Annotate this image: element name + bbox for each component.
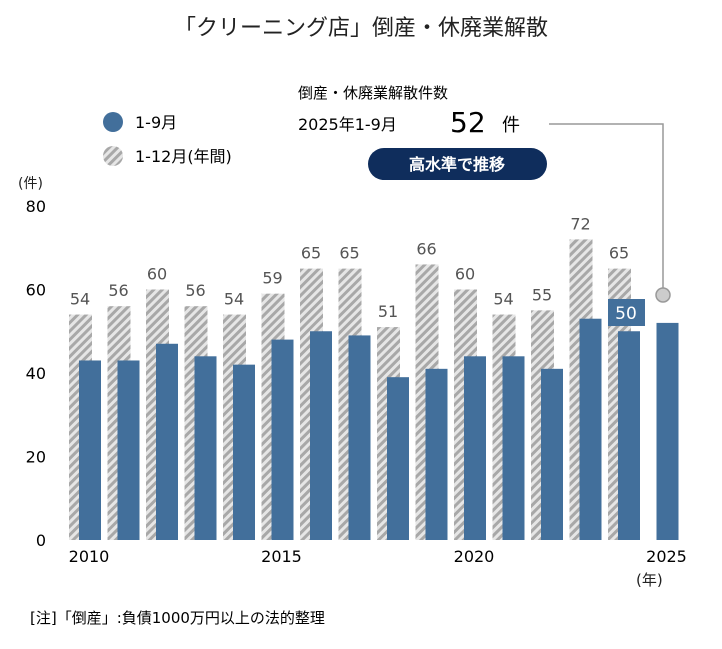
bar-1-9-2021 — [502, 356, 525, 540]
footnote: [注]「倒産」:負債1000万円以上の法的整理 — [30, 609, 325, 627]
legend-swatch-1-9 — [103, 112, 123, 132]
data-label-1-12-2013: 56 — [185, 281, 205, 300]
data-label-1-12-2012: 60 — [147, 265, 167, 284]
highlight-label-box — [608, 299, 645, 326]
data-label-1-12-2024: 65 — [609, 244, 629, 263]
legend-label-1-12: 1-12月(年間) — [135, 147, 232, 166]
annotation-period: 2025年1-9月 — [298, 115, 397, 134]
bar-1-9-2019 — [425, 368, 448, 540]
data-label-1-12-2016: 65 — [301, 244, 321, 263]
legend-swatch-1-12 — [103, 146, 123, 166]
bar-1-9-2013 — [194, 356, 217, 540]
data-label-1-12-2015: 59 — [262, 269, 282, 288]
annotation-heading: 倒産・休廃業解散件数 — [298, 84, 448, 102]
bar-1-9-2011 — [117, 360, 140, 540]
data-label-1-12-2014: 54 — [224, 290, 244, 309]
x-tick-label: 2025 — [646, 547, 687, 566]
data-label-1-12-2011: 56 — [108, 281, 128, 300]
bar-1-9-2023 — [579, 318, 602, 540]
annotation-unit: 件 — [502, 115, 520, 136]
highlight-label-2024: 50 — [615, 304, 637, 324]
bar-1-9-2018 — [387, 377, 409, 540]
y-tick-label: 40 — [26, 364, 46, 383]
bar-1-9-2017 — [348, 335, 371, 540]
annotation-leader-line — [549, 123, 664, 288]
chart-title: 「クリーニング店」倒産・休廃業解散 — [174, 16, 548, 41]
y-axis-label: (件) — [18, 176, 43, 192]
bar-1-9-2010 — [79, 360, 101, 540]
data-label-1-12-2010: 54 — [70, 290, 90, 309]
bar-1-9-2022 — [541, 368, 563, 540]
x-tick-label: 2010 — [69, 547, 110, 566]
annotation-badge — [368, 148, 547, 180]
x-tick-label: 2020 — [454, 547, 495, 566]
legend-label-1-9: 1-9月 — [135, 113, 177, 132]
data-label-1-12-2018: 51 — [378, 302, 398, 321]
annotation-value: 52 — [450, 106, 486, 139]
y-tick-label: 0 — [36, 531, 46, 550]
data-label-1-12-2020: 60 — [455, 265, 475, 284]
bar-1-9-2020 — [464, 356, 486, 540]
bar-1-9-2024 — [618, 331, 640, 540]
bar-1-9-2014 — [233, 364, 255, 540]
bar-1-9-2016 — [310, 331, 332, 540]
data-label-1-12-2021: 54 — [493, 290, 513, 309]
data-label-1-12-2017: 65 — [339, 244, 359, 263]
data-label-1-12-2022: 55 — [532, 285, 552, 304]
x-axis-label: (年) — [636, 571, 663, 589]
data-label-1-12-2019: 66 — [416, 239, 436, 258]
y-tick-label: 60 — [26, 281, 46, 300]
bar-1-9-2015 — [271, 339, 294, 540]
y-tick-label: 20 — [26, 448, 46, 467]
annotation-dot — [655, 287, 671, 303]
x-tick-label: 2015 — [261, 547, 302, 566]
bar-1-9-2012 — [156, 343, 178, 540]
annotation-badge-text: 高水準で推移 — [409, 155, 505, 174]
y-tick-label: 80 — [26, 197, 46, 216]
data-label-1-12-2023: 72 — [570, 214, 590, 233]
bar-1-9-2025 — [656, 322, 679, 540]
